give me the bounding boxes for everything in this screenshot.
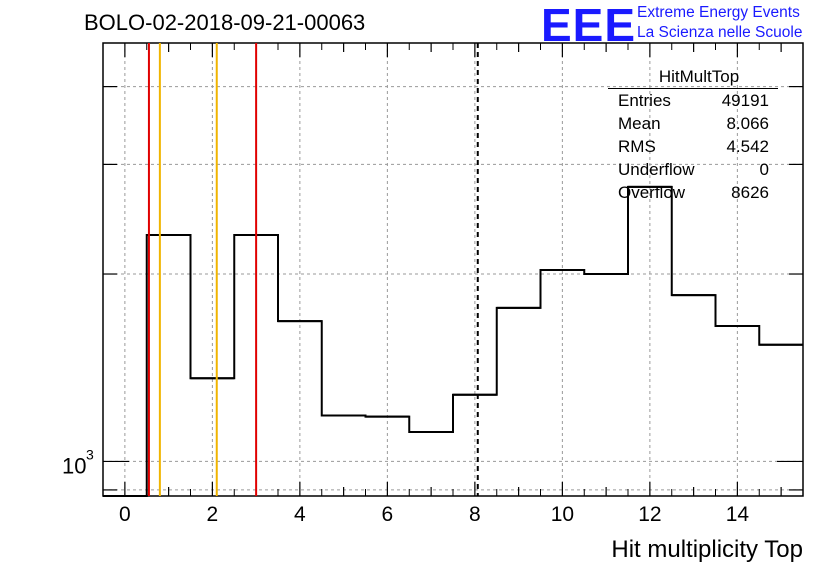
stats-value: 8626	[731, 183, 769, 202]
stats-title: HitMultTop	[608, 67, 778, 89]
stats-row-underflow: Underflow 0	[608, 158, 778, 181]
x-tick-label: 2	[207, 503, 219, 526]
stats-label: RMS	[618, 137, 656, 156]
x-tick-label: 10	[551, 503, 574, 526]
histogram-series	[103, 185, 803, 497]
x-tick-label: 6	[382, 503, 394, 526]
stats-row-entries: Entries 49191	[608, 89, 778, 112]
stats-label: Overflow	[618, 183, 686, 202]
logo-caption-line2: La Scienza nelle Scuole	[637, 24, 803, 41]
stats-value: 0	[759, 160, 769, 179]
y-tick-label: 10	[62, 453, 86, 478]
x-tick-label: 8	[469, 503, 481, 526]
x-tick-label: 12	[638, 503, 661, 526]
y-tick-label-exponent: 3	[86, 446, 94, 462]
stats-row-mean: Mean 8.066	[608, 112, 778, 135]
eee-logo-icon: EEE	[541, 0, 637, 51]
stats-row-rms: RMS 4.542	[608, 135, 778, 158]
stats-value: 49191	[721, 91, 769, 110]
stats-label: Entries	[618, 91, 671, 110]
plot-title: BOLO-02-2018-09-21-00063	[84, 10, 366, 35]
stats-value: 4.542	[726, 137, 769, 156]
stats-label: Underflow	[618, 160, 695, 179]
x-tick-label: 0	[119, 503, 131, 526]
stats-value: 8.066	[726, 114, 769, 133]
statistics-box: HitMultTop Entries 49191 Mean 8.066 RMS …	[608, 67, 778, 204]
stats-label: Mean	[618, 114, 661, 133]
x-tick-label: 4	[294, 503, 306, 526]
x-tick-label: 14	[726, 503, 750, 526]
logo-caption-line1: Extreme Energy Events	[637, 4, 800, 21]
stats-row-overflow: Overflow 8626	[608, 181, 778, 204]
x-axis-title: Hit multiplicity Top	[611, 536, 803, 563]
